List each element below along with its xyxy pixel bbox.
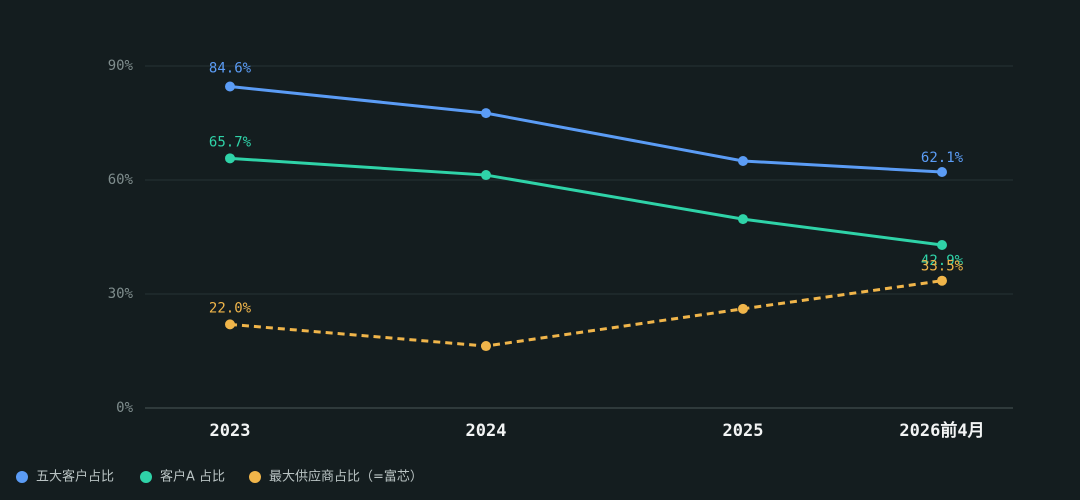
data-label: 22.0%	[209, 300, 252, 316]
legend-label: 最大供应商占比（=富芯）	[269, 469, 423, 485]
data-label: 62.1%	[921, 150, 964, 166]
data-label: 42.9%	[921, 253, 964, 269]
x-tick-label: 2026前4月	[899, 420, 984, 441]
x-tick-label: 2023	[210, 421, 251, 441]
data-point	[225, 319, 235, 330]
data-label: 33.5%	[921, 259, 964, 275]
data-point	[937, 167, 947, 178]
data-point	[225, 153, 235, 164]
x-tick-label: 2025	[723, 421, 764, 441]
legend-swatch	[249, 471, 261, 483]
x-tick-label: 2024	[466, 421, 507, 441]
data-point	[481, 108, 491, 119]
series-line	[229, 279, 943, 348]
data-point	[738, 214, 748, 225]
data-point	[738, 156, 748, 166]
y-tick-label: 30%	[108, 286, 134, 302]
legend-swatch	[16, 471, 28, 483]
data-label: 84.6%	[209, 61, 252, 77]
data-point	[937, 275, 947, 286]
series-line	[229, 85, 943, 174]
y-tick-label: 0%	[116, 400, 133, 416]
data-point	[937, 239, 947, 250]
data-label: 65.7%	[209, 134, 252, 150]
legend-label: 客户A 占比	[160, 469, 225, 485]
series-line	[229, 156, 943, 247]
y-tick-label: 60%	[108, 172, 134, 188]
data-point	[481, 170, 491, 181]
y-tick-label: 90%	[108, 58, 134, 74]
data-point	[225, 81, 235, 92]
legend-swatch	[140, 471, 152, 483]
data-point	[738, 303, 748, 314]
data-point	[481, 341, 491, 352]
legend-label: 五大客户占比	[36, 469, 114, 485]
